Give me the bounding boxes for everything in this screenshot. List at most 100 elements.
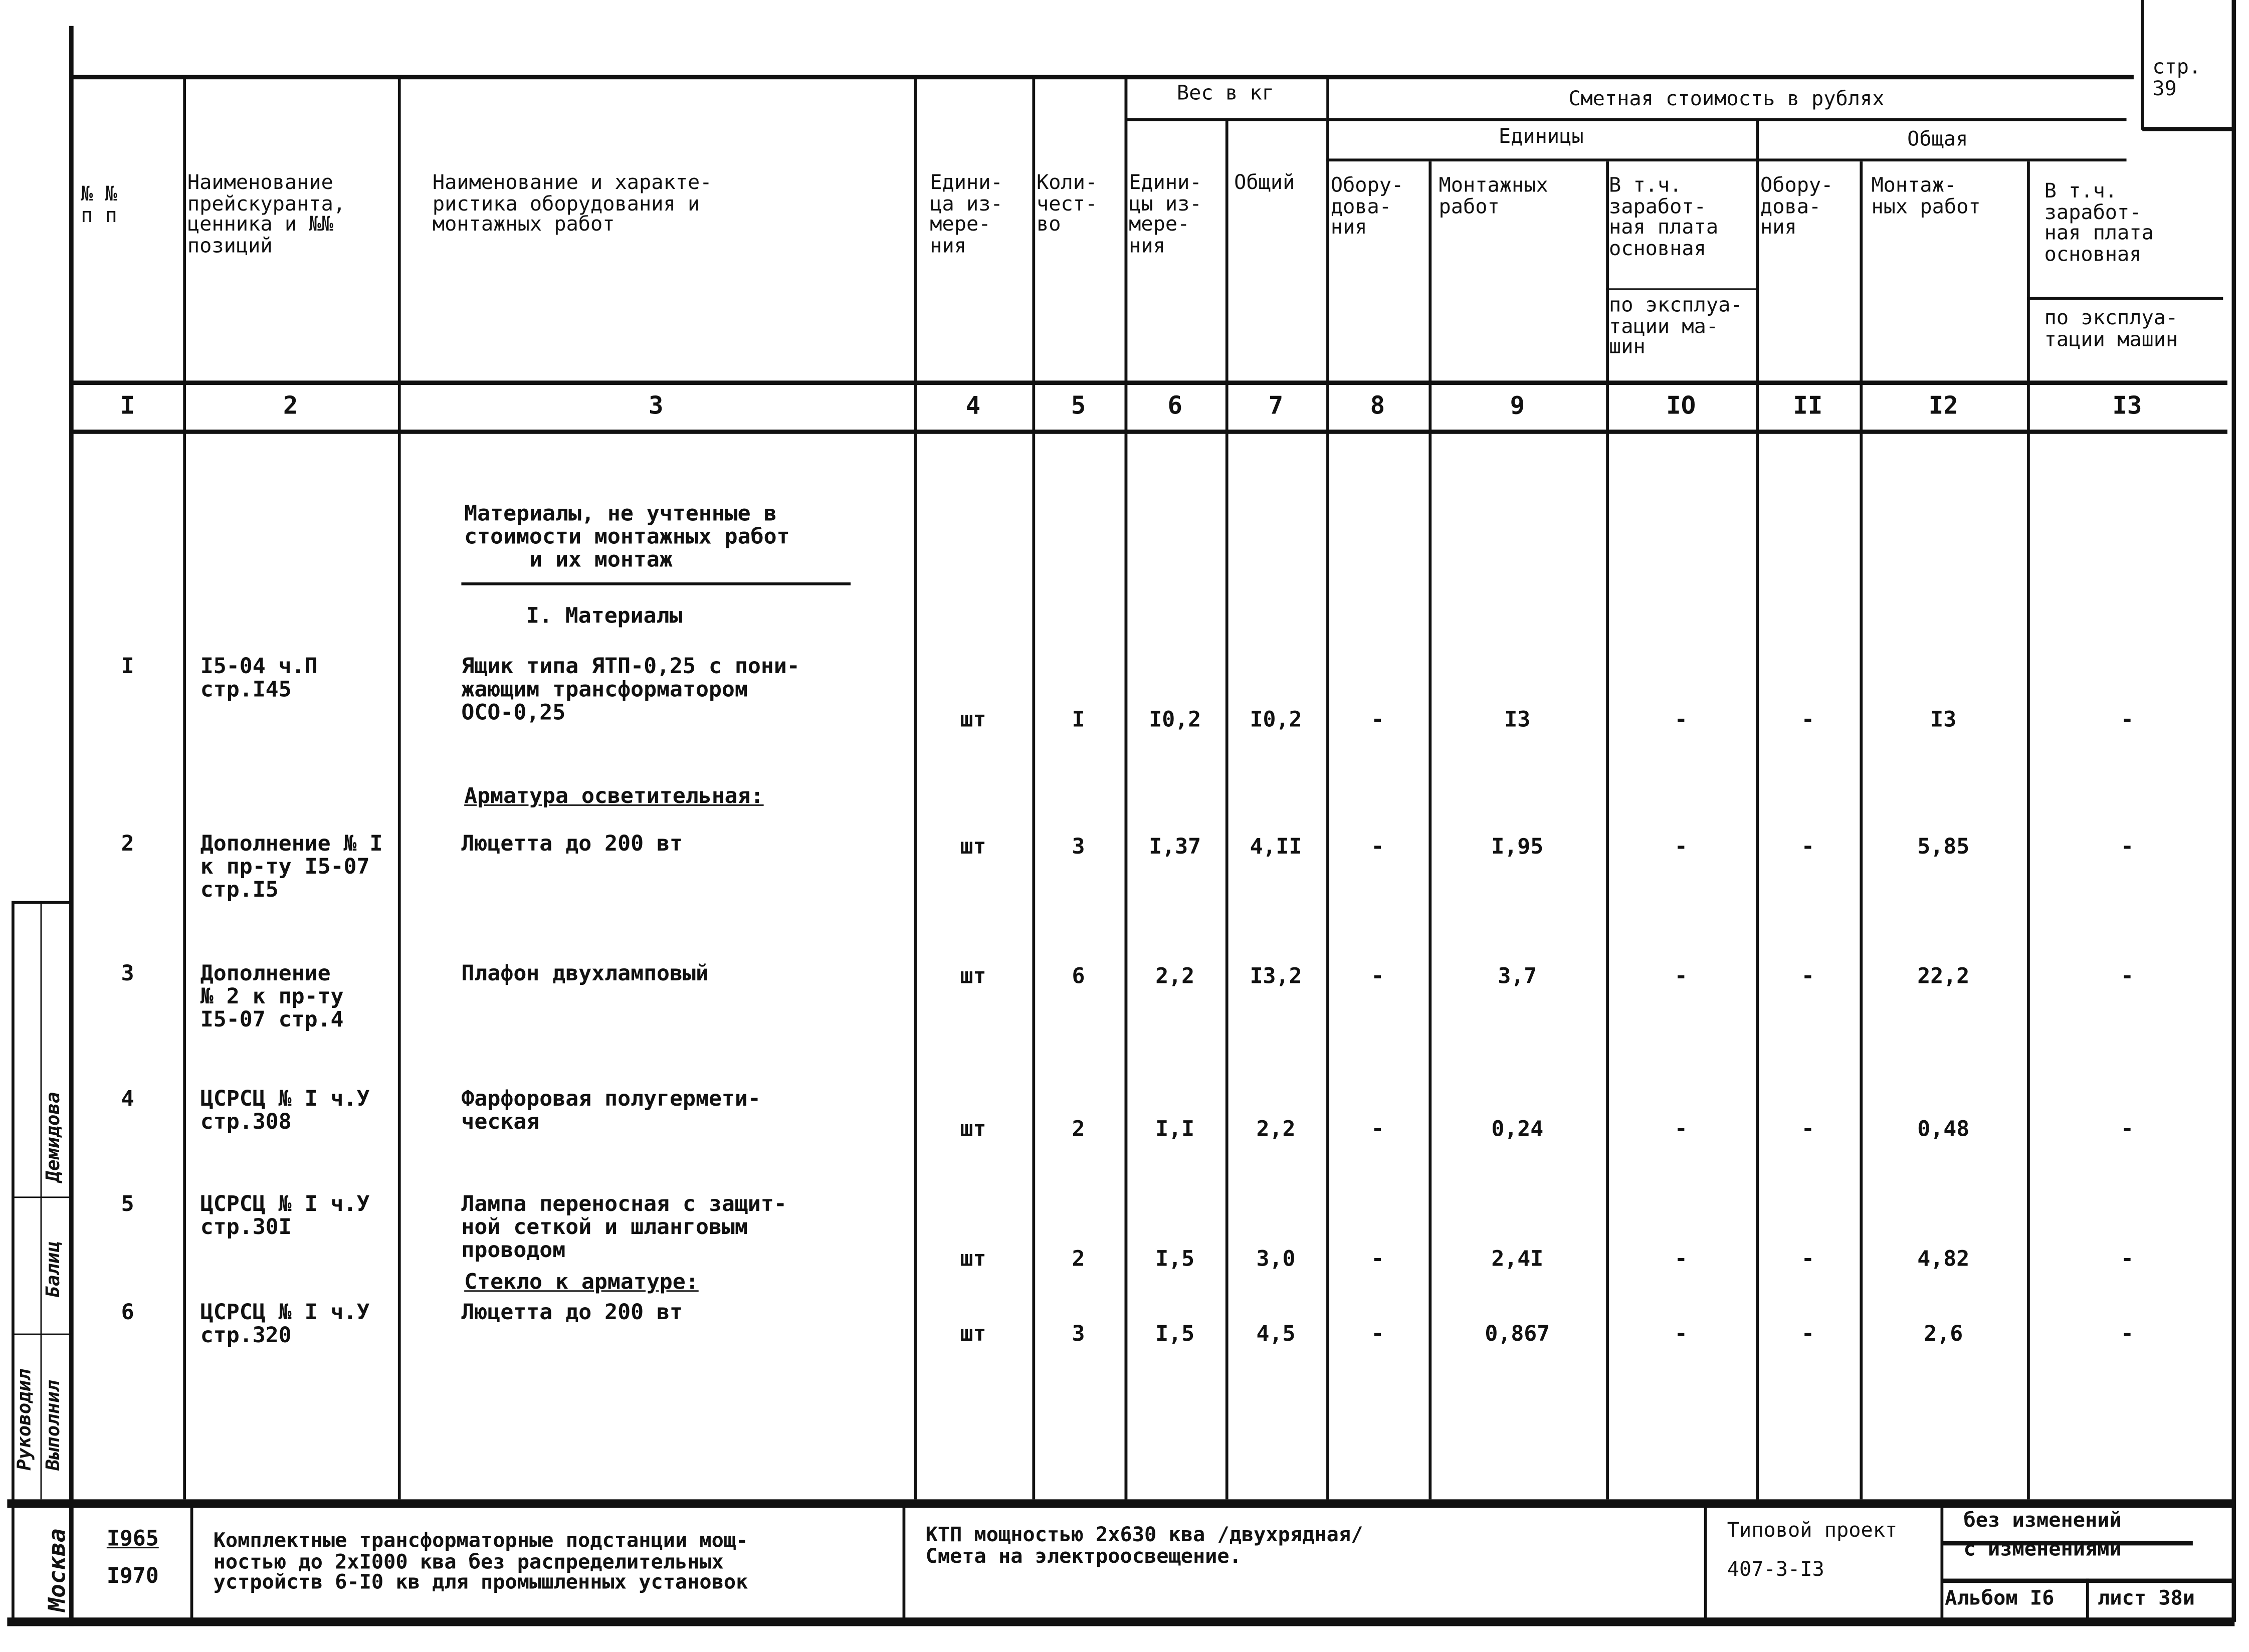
sheet-number: лист 38и [2098, 1587, 2195, 1610]
cell-mount-unit: 0,867 [1485, 1320, 1550, 1347]
column-number: I2 [1928, 392, 1958, 421]
cell-w-total: I0,2 [1250, 706, 1302, 733]
stamp-city: Москва [43, 1528, 71, 1612]
cell-w-unit: I,37 [1149, 833, 1201, 860]
header-description: Наименование и характе- ристика оборудов… [432, 171, 712, 237]
column-divider [397, 75, 401, 1500]
cell-mount-total: 22,2 [1917, 963, 1970, 989]
cell-w-unit: I,I [1155, 1116, 1195, 1142]
header-mounting-total: Монтаж- ных работ [1871, 174, 1981, 219]
page-number: стр. 39 [2152, 56, 2201, 101]
cell-name: Лампа переносная с защит- ной сеткой и ш… [461, 1190, 787, 1263]
stamp-head: Руководил [14, 1369, 36, 1471]
group-divider [1124, 75, 1128, 1500]
cell-mount-total: 5,85 [1917, 833, 1970, 860]
group-divider [1756, 121, 1759, 1500]
cell-w-unit: I,5 [1155, 1320, 1195, 1347]
cell-mount-total: 2,6 [1924, 1320, 1963, 1347]
cell-qty: 3 [1072, 1320, 1085, 1347]
cell-num: 4 [121, 1085, 134, 1112]
header-machines-unit: по эксплуа- тации ма- шин [1608, 294, 1743, 360]
cell-ref: Дополнение № I к пр-ту I5-07 стр.I5 [200, 830, 383, 902]
footer-divider [1940, 1505, 1944, 1620]
header-equipment-total: Обору- дова- ния [1760, 174, 1833, 240]
cell-unit: шт [960, 963, 986, 989]
header-total-group: Общая [1907, 128, 1968, 152]
cell-name: Ящик типа ЯТП-0,25 с пони- жающим трансф… [461, 653, 800, 725]
cell-w-unit: I,5 [1155, 1246, 1195, 1272]
stamp-signature-2: Балиц [43, 1241, 65, 1298]
col13-rule [2027, 297, 2223, 300]
cell-w-total: 4,5 [1256, 1320, 1296, 1347]
column-divider [2027, 161, 2030, 1500]
cell-eq-unit: - [1371, 1116, 1384, 1142]
year-start: I965 [106, 1525, 159, 1551]
stamp-signature-1: Демидова [43, 1092, 65, 1182]
cell-eq-unit: - [1371, 963, 1384, 989]
cell-unit: шт [960, 1246, 986, 1272]
header-unit: Едини- ца из- мере- ния [930, 171, 1003, 259]
footer-divider [1704, 1505, 1707, 1620]
numbers-rule [72, 430, 2227, 434]
cell-qty: 6 [1072, 963, 1085, 989]
cell-eq-total: - [1801, 833, 1814, 860]
stamp-top [12, 901, 72, 904]
column-divider [1606, 161, 1609, 1500]
cell-ref: ЦСРСЦ № I ч.У стр.30I [200, 1190, 370, 1240]
page-box-bottom [2142, 127, 2235, 131]
group-glass: Стекло к арматуре: [464, 1269, 699, 1295]
header-equipment-unit: Обору- дова- ния [1330, 174, 1404, 240]
right-border [2231, 0, 2236, 1622]
subsection-title: I. Материалы [526, 602, 683, 629]
project-subtitle: КТП мощностью 2х630 ква /двухрядная/ Сме… [925, 1524, 1363, 1568]
column-divider [1428, 161, 1432, 1500]
cell-qty: 2 [1072, 1246, 1085, 1272]
cell-wage-unit: - [1674, 963, 1688, 989]
cell-wage-unit: - [1674, 1320, 1688, 1347]
column-divider [914, 75, 917, 1500]
cell-name: Люцетта до 200 вт [461, 830, 683, 857]
cell-ref: ЦСРСЦ № I ч.У стр.320 [200, 1299, 370, 1348]
cell-ref: ЦСРСЦ № I ч.У стр.308 [200, 1085, 370, 1134]
footer-divider [190, 1505, 193, 1620]
cell-wage-total: - [2120, 1246, 2134, 1272]
cell-mount-unit: 2,4I [1491, 1246, 1544, 1272]
cell-w-total: 3,0 [1256, 1246, 1296, 1272]
column-divider [183, 75, 186, 1500]
cell-eq-total: - [1801, 963, 1814, 989]
cell-eq-unit: - [1371, 1246, 1384, 1272]
cell-wage-total: - [2120, 833, 2134, 860]
cell-mount-unit: 3,7 [1498, 963, 1537, 989]
cell-name: Люцетта до 200 вт [461, 1299, 683, 1325]
header-weight-group: Вес в кг [1176, 82, 1274, 105]
column-number: II [1793, 392, 1823, 421]
cell-ref: Дополнение № 2 к пр-ту I5-07 стр.4 [200, 960, 344, 1031]
cell-w-total: I3,2 [1250, 963, 1302, 989]
cell-eq-unit: - [1371, 1320, 1384, 1347]
header-quantity: Коли- чест- во [1037, 171, 1098, 237]
cell-eq-total: - [1801, 1116, 1814, 1142]
column-number: I [120, 392, 135, 421]
cell-num: 5 [121, 1190, 134, 1217]
cell-name: Фарфоровая полугермети- ческая [461, 1085, 761, 1134]
cell-qty: I [1072, 706, 1085, 733]
cell-wage-total: - [2120, 1320, 2134, 1347]
cell-eq-total: - [1801, 706, 1814, 733]
header-weight-unit: Едини- цы из- мере- ния [1129, 171, 1202, 259]
cell-qty: 2 [1072, 1116, 1085, 1142]
footer-divider [902, 1505, 906, 1620]
column-number: 3 [648, 392, 664, 421]
cell-eq-unit: - [1371, 833, 1384, 860]
column-number: 9 [1510, 392, 1525, 421]
cell-eq-unit: - [1371, 706, 1384, 733]
stamp-divider [40, 901, 42, 1500]
footer-top-rule [7, 1499, 2235, 1508]
footer-rule [1940, 1578, 2235, 1583]
column-divider [1225, 121, 1229, 1500]
header-weight-total: Общий [1234, 171, 1295, 195]
stamp-exec: Выполнил [43, 1380, 65, 1471]
cell-unit: шт [960, 833, 986, 860]
header-units-group: Единицы [1498, 125, 1584, 149]
column-number: 8 [1370, 392, 1385, 421]
section-title: Материалы, не учтенные в стоимости монта… [464, 500, 790, 572]
